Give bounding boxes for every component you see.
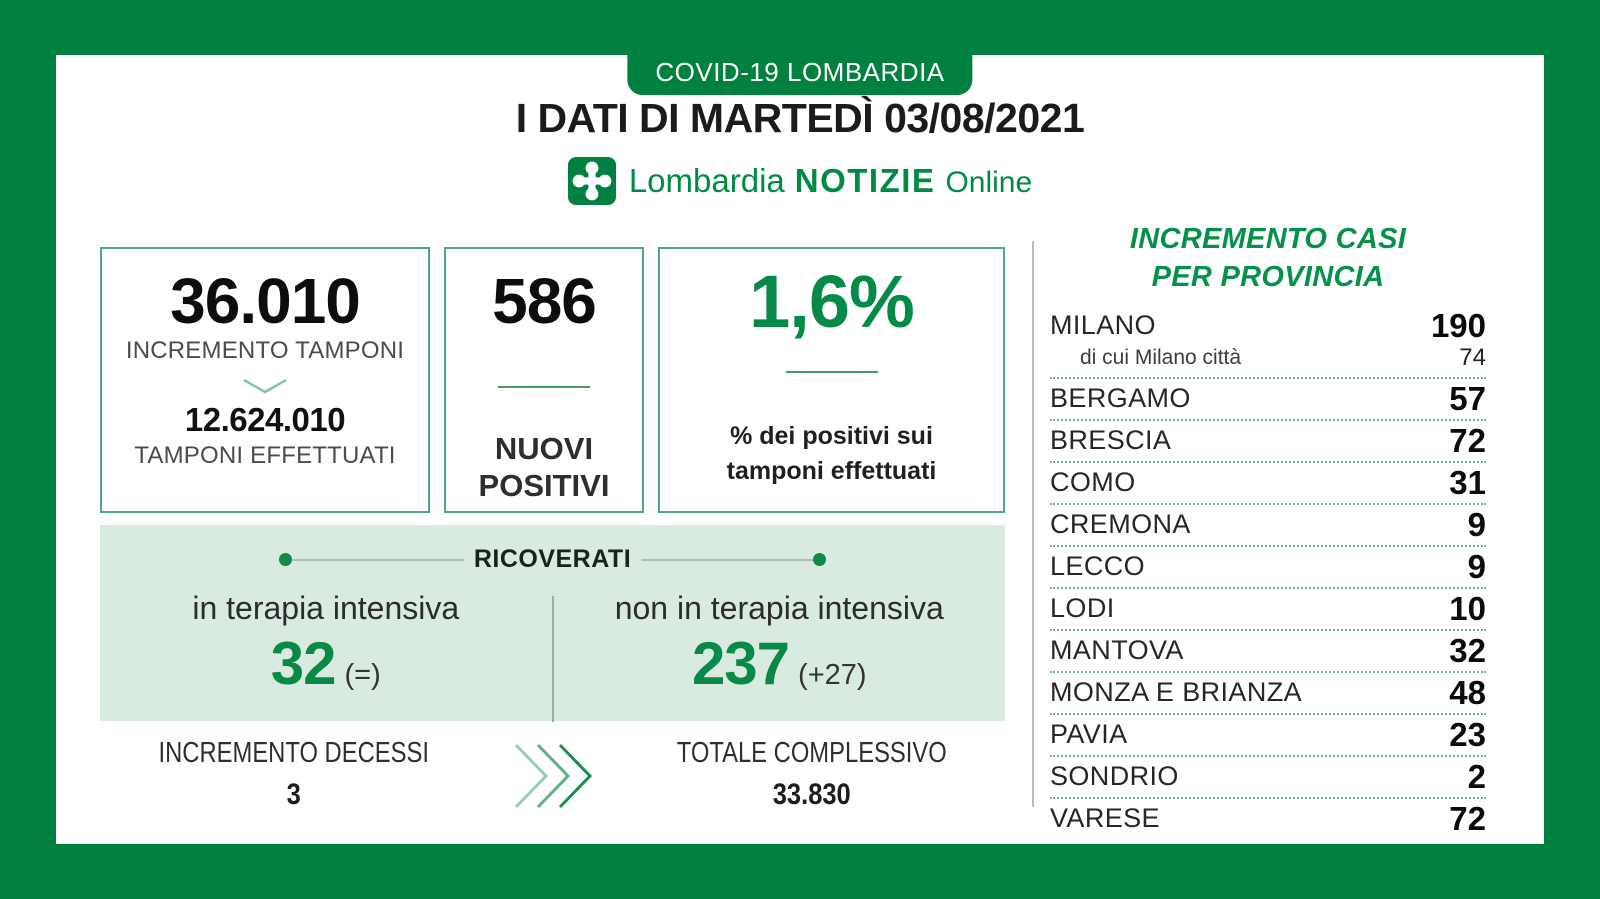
column-divider bbox=[1032, 241, 1034, 807]
tamponi-total-label: TAMPONI EFFETTUATI bbox=[134, 442, 396, 470]
tamponi-increment-value: 36.010 bbox=[170, 265, 361, 337]
percentuale-value: 1,6% bbox=[749, 260, 915, 343]
nuovi-positivi-label: NUOVI POSITIVI bbox=[478, 431, 610, 504]
divider-line bbox=[498, 386, 590, 389]
terapia-intensiva-value: 32 bbox=[270, 630, 337, 697]
totals-row: INCREMENTO DECESSI 3 TOTALE COMPLESSIVO … bbox=[100, 737, 1005, 813]
ricoverati-panel: RICOVERATI in terapia intensiva 32 (=) no… bbox=[100, 525, 1005, 722]
logo-notizie: NOTIZIE bbox=[794, 162, 936, 199]
province-row-lodi: LODI 10 bbox=[1050, 589, 1486, 632]
province-row-brescia: BRESCIA 72 bbox=[1050, 421, 1486, 464]
stat-cards-row: 36.010 INCREMENTO TAMPONI 12.624.010 TAM… bbox=[100, 247, 1005, 513]
logo-online: Online bbox=[945, 166, 1033, 199]
non-terapia-intensiva-block: non in terapia intensiva 237 (+27) bbox=[554, 590, 1006, 722]
province-row-milano: MILANO 190 bbox=[1050, 306, 1486, 344]
decessi-value: 3 bbox=[286, 778, 301, 811]
decessi-label: INCREMENTO DECESSI bbox=[158, 737, 429, 769]
province-row-monza-e-brianza: MONZA E BRIANZA 48 bbox=[1050, 673, 1486, 716]
header-line bbox=[641, 558, 814, 561]
logo-text: Lombardia NOTIZIE Online bbox=[629, 162, 1032, 200]
ricoverati-title: RICOVERATI bbox=[473, 545, 632, 573]
header-line bbox=[291, 558, 464, 561]
totale-complessivo-block: TOTALE COMPLESSIVO 33.830 bbox=[618, 737, 1006, 812]
province-title: INCREMENTO CASI PER PROVINCIA bbox=[1129, 223, 1407, 293]
page-title: I DATI DI MARTEDÌ 03/08/2021 bbox=[515, 95, 1085, 141]
province-row-varese: VARESE 72 bbox=[1050, 799, 1486, 837]
nuovi-positivi-value: 586 bbox=[492, 265, 597, 337]
province-list: MILANO 190 di cui Milano città 74 BERGAM… bbox=[1050, 306, 1486, 839]
badge-label: COVID-19 LOMBARDIA bbox=[655, 57, 945, 87]
tamponi-total-value: 12.624.010 bbox=[184, 401, 346, 439]
covid-lombardia-badge: COVID-19 LOMBARDIA bbox=[627, 54, 973, 95]
logo-lombardia: Lombardia bbox=[628, 162, 785, 199]
province-row-lecco: LECCO 9 bbox=[1050, 547, 1486, 590]
non-terapia-intensiva-label: non in terapia intensiva bbox=[614, 590, 944, 626]
main-stats-area: 36.010 INCREMENTO TAMPONI 12.624.010 TAM… bbox=[100, 247, 1005, 813]
dot-icon bbox=[278, 553, 292, 566]
totale-value: 33.830 bbox=[772, 778, 851, 811]
terapia-intensiva-block: in terapia intensiva 32 (=) bbox=[100, 590, 552, 722]
dot-icon bbox=[813, 553, 827, 566]
card-nuovi-positivi: 586 NUOVI POSITIVI bbox=[444, 247, 644, 513]
chevron-down-icon bbox=[243, 379, 287, 394]
divider-line bbox=[785, 370, 878, 373]
province-row-pavia: PAVIA 23 bbox=[1050, 715, 1486, 758]
province-row-mantova: MANTOVA 32 bbox=[1050, 631, 1486, 674]
province-row-cremona: CREMONA 9 bbox=[1050, 505, 1486, 548]
rosa-camuna-icon bbox=[567, 157, 616, 205]
vertical-divider bbox=[551, 596, 554, 722]
percentuale-label: % dei positivi sui tamponi effettuati bbox=[726, 421, 937, 485]
province-panel: INCREMENTO CASI PER PROVINCIA MILANO 190… bbox=[1050, 221, 1486, 839]
card-percentuale-positivi: 1,6% % dei positivi sui tamponi effettua… bbox=[658, 247, 1005, 513]
lombardia-notizie-logo: Lombardia NOTIZIE Online bbox=[56, 155, 1544, 207]
non-terapia-intensiva-delta: (+27) bbox=[798, 659, 867, 691]
triple-chevron-right-icon bbox=[514, 743, 592, 809]
non-terapia-intensiva-value: 237 bbox=[691, 630, 790, 697]
tamponi-increment-label: INCREMENTO TAMPONI bbox=[125, 337, 405, 365]
province-subrow-milano-citta: di cui Milano città 74 bbox=[1050, 344, 1486, 380]
province-row-como: COMO 31 bbox=[1050, 463, 1486, 506]
terapia-intensiva-delta: (=) bbox=[344, 659, 381, 691]
ricoverati-header: RICOVERATI bbox=[100, 545, 1005, 574]
totale-label: TOTALE COMPLESSIVO bbox=[676, 737, 947, 769]
terapia-intensiva-label: in terapia intensiva bbox=[192, 590, 460, 626]
province-row-sondrio: SONDRIO 2 bbox=[1050, 757, 1486, 800]
incremento-decessi-block: INCREMENTO DECESSI 3 bbox=[100, 737, 488, 812]
ricoverati-columns: in terapia intensiva 32 (=) non in terapi… bbox=[100, 590, 1005, 722]
card-incremento-tamponi: 36.010 INCREMENTO TAMPONI 12.624.010 TAM… bbox=[100, 247, 430, 513]
content-area: COVID-19 LOMBARDIA I DATI DI MARTEDÌ 03/… bbox=[56, 54, 1544, 844]
province-row-bergamo: BERGAMO 57 bbox=[1050, 379, 1486, 422]
